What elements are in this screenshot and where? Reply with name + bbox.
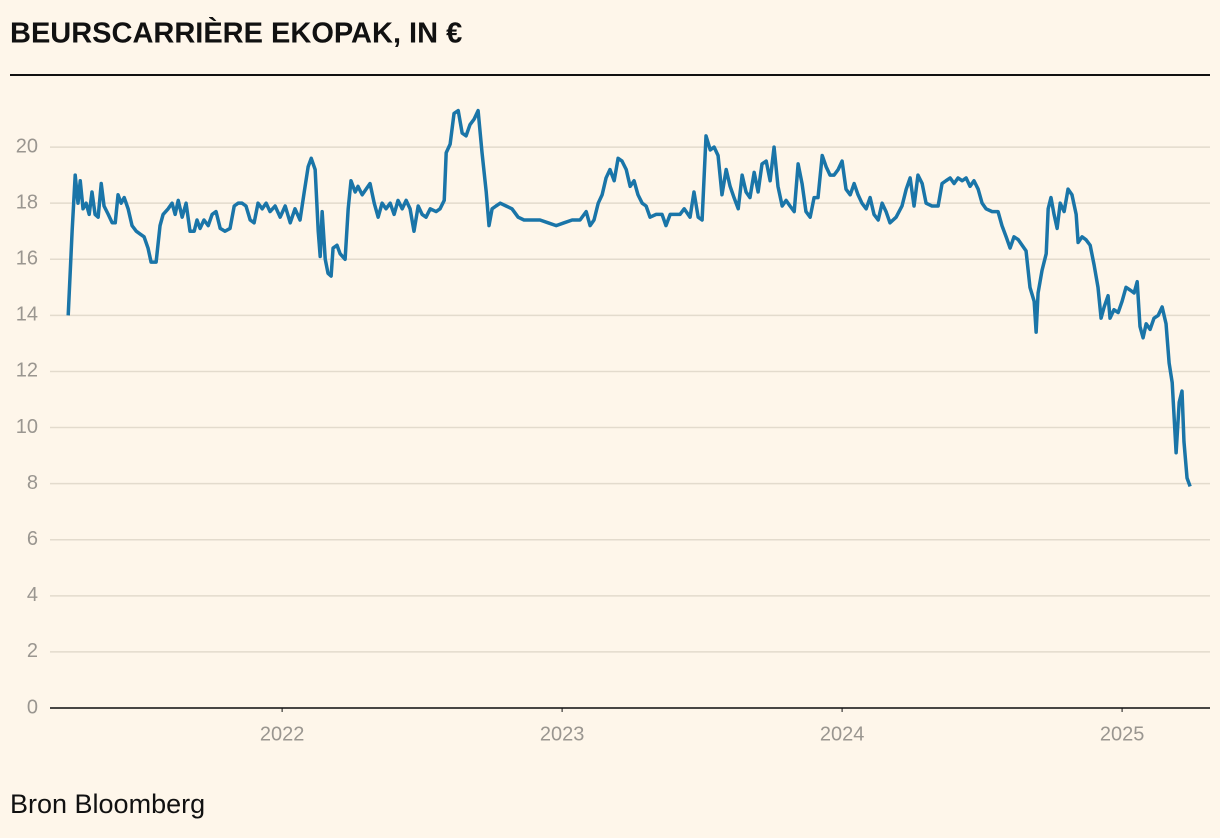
y-tick-label: 20 [16,135,38,157]
y-tick-label: 14 [16,304,38,326]
y-tick-label: 12 [16,360,38,382]
x-tick-label: 2022 [260,723,305,745]
y-tick-label: 4 [27,584,38,606]
y-tick-label: 0 [27,696,38,718]
y-tick-label: 2 [27,640,38,662]
price-line [66,108,1192,488]
y-tick-label: 8 [27,472,38,494]
y-tick-label: 16 [16,248,38,270]
x-tick-label: 2025 [1100,723,1145,745]
x-tick-label: 2023 [540,723,585,745]
y-tick-label: 18 [16,191,38,213]
chart-title: BEURSCARRIÈRE EKOPAK, IN € [10,16,462,50]
y-tick-label: 10 [16,416,38,438]
source: Bron Bloomberg [10,789,205,819]
x-tick-label: 2024 [820,723,865,745]
y-tick-label: 6 [27,528,38,550]
